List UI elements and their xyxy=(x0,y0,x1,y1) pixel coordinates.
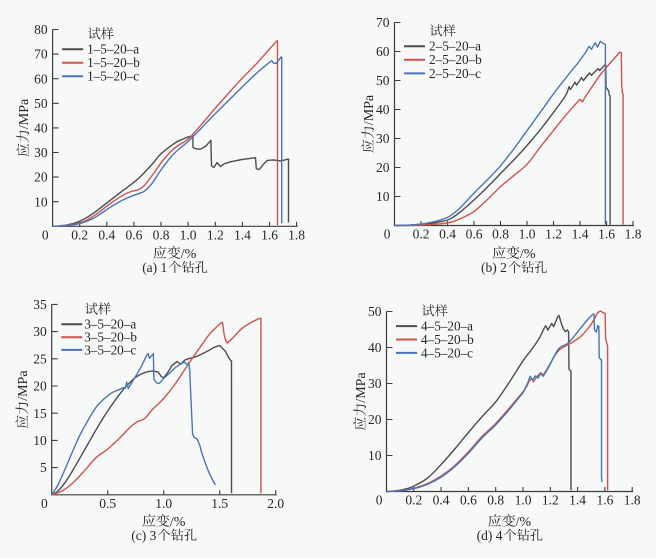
svg-text:2.0: 2.0 xyxy=(267,496,284,511)
svg-text:(a) 1: (a) 1 xyxy=(142,260,167,275)
svg-text:0.4: 0.4 xyxy=(98,228,115,243)
svg-text:0.8: 0.8 xyxy=(153,228,170,243)
svg-text:1.8: 1.8 xyxy=(624,493,641,508)
svg-text:1–5–20–c: 1–5–20–c xyxy=(87,69,139,84)
svg-text:10: 10 xyxy=(34,194,48,209)
svg-text:20: 20 xyxy=(376,160,390,175)
svg-text:2–5–20–c: 2–5–20–c xyxy=(429,66,481,81)
svg-text:10: 10 xyxy=(33,433,47,448)
svg-text:0.8: 0.8 xyxy=(487,493,504,508)
svg-text:(b) 2: (b) 2 xyxy=(481,260,507,275)
svg-text:0.6: 0.6 xyxy=(460,493,477,508)
svg-text:/MPa: /MPa xyxy=(17,98,32,129)
svg-text:60: 60 xyxy=(34,71,48,86)
svg-text:60: 60 xyxy=(376,44,390,59)
svg-text:0.6: 0.6 xyxy=(125,228,142,243)
svg-text:0.2: 0.2 xyxy=(71,228,88,243)
svg-text:1.6: 1.6 xyxy=(261,228,278,243)
svg-text:1.6: 1.6 xyxy=(596,493,613,508)
svg-text:0.4: 0.4 xyxy=(439,227,456,242)
svg-text:70: 70 xyxy=(34,47,48,62)
svg-text:1.0: 1.0 xyxy=(519,227,536,242)
svg-text:/%: /% xyxy=(516,515,532,530)
svg-text:50: 50 xyxy=(368,304,382,319)
svg-text:4–5–20–b: 4–5–20–b xyxy=(421,332,474,347)
svg-text:1–5–20–b: 1–5–20–b xyxy=(87,55,140,70)
svg-text:40: 40 xyxy=(368,340,382,355)
svg-text:10: 10 xyxy=(368,448,382,463)
svg-text:/MPa: /MPa xyxy=(362,94,377,125)
svg-text:50: 50 xyxy=(34,96,48,111)
svg-text:/MPa: /MPa xyxy=(16,370,31,401)
svg-text:80: 80 xyxy=(34,22,48,37)
svg-text:20: 20 xyxy=(33,379,47,394)
svg-text:30: 30 xyxy=(368,376,382,391)
svg-text:/%: /% xyxy=(170,515,186,530)
svg-text:1.8: 1.8 xyxy=(288,228,305,243)
svg-text:1.4: 1.4 xyxy=(234,228,251,243)
svg-text:/MPa: /MPa xyxy=(354,372,369,403)
svg-text:3–5–20–a: 3–5–20–a xyxy=(84,317,136,332)
svg-text:0: 0 xyxy=(42,228,49,243)
svg-text:30: 30 xyxy=(376,131,390,146)
svg-text:0.4: 0.4 xyxy=(433,493,450,508)
svg-text:2–5–20–a: 2–5–20–a xyxy=(429,39,481,54)
svg-text:0: 0 xyxy=(376,493,383,508)
svg-text:1.0: 1.0 xyxy=(155,496,172,511)
svg-text:1.2: 1.2 xyxy=(542,493,559,508)
svg-text:5: 5 xyxy=(40,460,47,475)
svg-text:70: 70 xyxy=(376,15,390,30)
svg-text:0: 0 xyxy=(41,496,48,511)
svg-text:0.5: 0.5 xyxy=(99,496,116,511)
svg-text:20: 20 xyxy=(34,170,48,185)
svg-text:40: 40 xyxy=(376,102,390,117)
svg-text:0.6: 0.6 xyxy=(466,227,483,242)
svg-text:(c) 3: (c) 3 xyxy=(131,528,156,543)
svg-text:50: 50 xyxy=(376,73,390,88)
svg-text:1.8: 1.8 xyxy=(625,227,642,242)
svg-text:0.2: 0.2 xyxy=(413,227,430,242)
svg-text:1.4: 1.4 xyxy=(569,493,586,508)
svg-text:3–5–20–c: 3–5–20–c xyxy=(84,342,136,357)
svg-text:1.5: 1.5 xyxy=(211,496,228,511)
svg-text:2–5–20–b: 2–5–20–b xyxy=(429,52,482,67)
svg-text:0.2: 0.2 xyxy=(405,493,422,508)
svg-text:1.2: 1.2 xyxy=(207,228,224,243)
svg-text:15: 15 xyxy=(33,406,47,421)
svg-text:1–5–20–a: 1–5–20–a xyxy=(87,42,139,57)
svg-text:3–5–20–b: 3–5–20–b xyxy=(84,330,137,345)
svg-text:1.0: 1.0 xyxy=(180,228,197,243)
svg-text:0: 0 xyxy=(384,227,391,242)
svg-text:30: 30 xyxy=(33,324,47,339)
svg-text:/%: /% xyxy=(520,247,536,262)
svg-text:25: 25 xyxy=(33,351,47,366)
svg-text:35: 35 xyxy=(33,297,47,312)
svg-text:0.8: 0.8 xyxy=(492,227,509,242)
svg-text:1.6: 1.6 xyxy=(598,227,615,242)
svg-text:4–5–20–a: 4–5–20–a xyxy=(421,319,473,334)
svg-text:30: 30 xyxy=(34,145,48,160)
svg-text:4–5–20–c: 4–5–20–c xyxy=(421,345,473,360)
svg-text:20: 20 xyxy=(368,412,382,427)
svg-text:40: 40 xyxy=(34,121,48,136)
svg-text:1.0: 1.0 xyxy=(515,493,532,508)
svg-text:/%: /% xyxy=(181,247,197,262)
svg-text:(d) 4: (d) 4 xyxy=(477,528,503,543)
svg-text:1.4: 1.4 xyxy=(572,227,589,242)
svg-text:1.2: 1.2 xyxy=(545,227,562,242)
svg-text:10: 10 xyxy=(376,189,390,204)
